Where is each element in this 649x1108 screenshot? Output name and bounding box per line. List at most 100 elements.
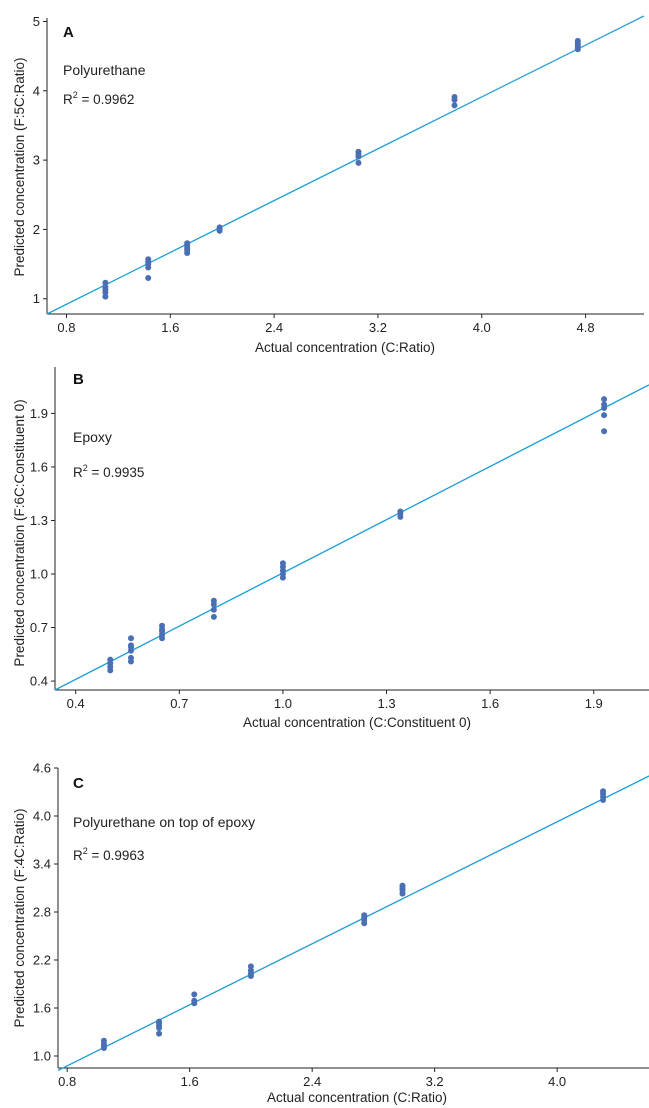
data-point: [397, 508, 404, 515]
x-tick-label: 4.8: [577, 320, 595, 335]
y-tick-label: 0.4: [30, 674, 48, 689]
x-tick-label: 1.6: [161, 320, 179, 335]
panel-c-x-axis-label: Actual concentration (C:Ratio): [267, 1090, 447, 1105]
x-tick-label: 1.6: [181, 1074, 199, 1089]
x-tick-label: 4.0: [473, 320, 491, 335]
panel-a-x-axis-label: Actual concentration (C:Ratio): [255, 340, 435, 355]
data-point: [210, 606, 217, 613]
panel-a-r2-value: = 0.9962: [78, 92, 135, 107]
y-tick-label: 1.9: [30, 406, 48, 421]
data-point: [159, 622, 166, 629]
data-point: [102, 279, 109, 286]
y-tick-label: 4: [33, 83, 40, 98]
panel-a-r2-sup: 2: [73, 90, 78, 100]
x-tick-label: 2.4: [303, 1074, 321, 1089]
data-point: [451, 102, 458, 109]
fit-line: [54, 384, 649, 691]
x-tick-label: 1.3: [377, 696, 395, 711]
data-point: [279, 560, 286, 567]
panel-c-r2-prefix: R: [73, 848, 83, 863]
panel-b-letter: B: [73, 371, 84, 388]
data-point: [601, 412, 608, 419]
panel-b-material: Epoxy: [73, 429, 112, 445]
x-tick-label: 1.0: [274, 696, 292, 711]
y-tick-label: 1.0: [30, 567, 48, 582]
data-point: [107, 656, 114, 663]
y-tick-label: 4.0: [33, 809, 51, 824]
y-tick-label: 1: [33, 291, 40, 306]
data-point: [600, 788, 607, 795]
x-tick-label: 2.4: [265, 320, 283, 335]
data-point: [156, 1030, 163, 1037]
y-tick-label: 3.4: [33, 857, 51, 872]
data-point: [127, 642, 134, 649]
y-tick-label: 2.8: [33, 905, 51, 920]
panel-b-r2-sup: 2: [83, 463, 88, 473]
data-point: [102, 283, 109, 290]
x-tick-label: 0.8: [58, 1074, 76, 1089]
fit-line: [46, 15, 645, 315]
x-tick-label: 0.7: [170, 696, 188, 711]
x-tick-label: 4.0: [548, 1074, 566, 1089]
panel-c-r2-value: = 0.9963: [88, 848, 145, 863]
panel-c: 0.8 1.6 2.4 3.2 4.0 1.0 1.6 2.2 2.8 3.4 4.0 4.6 C P…: [12, 761, 649, 1105]
data-point: [216, 224, 223, 231]
panel-a-r2: R2 = 0.9962: [63, 90, 134, 107]
plot-area-c: 0.8 1.6 2.4 3.2 4.0 1.0 1.6 2.2 2.8 3.4 4.0 4.6: [33, 761, 649, 1089]
panel-a-r2-prefix: R: [63, 92, 73, 107]
data-point: [184, 240, 191, 247]
data-point: [601, 428, 608, 435]
panel-b-r2-prefix: R: [73, 465, 83, 480]
panel-c-r2: R2 = 0.9963: [73, 846, 144, 863]
data-point: [574, 37, 581, 44]
data-point: [100, 1037, 107, 1044]
panel-c-y-axis-label: Predicted concentration (F:4C:Ratio): [12, 808, 27, 1027]
data-point: [210, 597, 217, 604]
panel-b-x-axis-label: Actual concentration (C:Constituent 0): [243, 715, 471, 730]
x-tick-label: 3.2: [426, 1074, 444, 1089]
data-point: [210, 613, 217, 620]
panel-c-letter: C: [73, 775, 84, 792]
panel-a-y-axis-label: Predicted concentration (F:5C:Ratio): [12, 57, 27, 276]
panel-b-r2-value: = 0.9935: [88, 465, 145, 480]
data-point: [127, 654, 134, 661]
x-tick-label: 1.9: [585, 696, 603, 711]
panel-a-letter: A: [63, 24, 74, 41]
data-point: [102, 293, 109, 300]
x-tick-label: 3.2: [369, 320, 387, 335]
panel-c-material: Polyurethane on top of epoxy: [73, 814, 255, 830]
panel-a-material: Polyurethane: [63, 62, 146, 78]
data-point: [156, 1018, 163, 1025]
y-tick-label: 1.6: [33, 1001, 51, 1016]
data-point: [247, 963, 254, 970]
y-tick-label: 1.3: [30, 513, 48, 528]
data-point: [399, 882, 406, 889]
panel-c-r2-sup: 2: [83, 846, 88, 856]
data-point: [145, 274, 152, 281]
data-point: [451, 94, 458, 101]
plot-area-b: 0.4 0.7 1.0 1.3 1.6 1.9 0.4 0.7 1.0 1.3 1.6 1.9: [30, 367, 649, 711]
y-tick-label: 5: [33, 14, 40, 29]
y-tick-label: 1.0: [33, 1049, 51, 1064]
panel-b: 0.4 0.7 1.0 1.3 1.6 1.9 0.4 0.7 1.0 1.3 1.6 1.9 B E…: [12, 367, 649, 730]
panel-a: 0.8 1.6 2.4 3.2 4.0 4.8 1 2 3 4 5 A Polyurethane R…: [12, 14, 645, 355]
x-tick-label: 0.4: [67, 696, 85, 711]
y-tick-label: 3: [33, 153, 40, 168]
y-tick-label: 2.2: [33, 953, 51, 968]
data-point: [191, 991, 198, 998]
data-point: [191, 997, 198, 1004]
panel-b-r2: R2 = 0.9935: [73, 463, 144, 480]
y-tick-label: 4.6: [33, 761, 51, 776]
y-tick-label: 2: [33, 222, 40, 237]
data-point: [355, 159, 362, 166]
data-point: [361, 912, 368, 919]
x-tick-label: 0.8: [57, 320, 75, 335]
y-tick-label: 1.6: [30, 459, 48, 474]
x-tick-label: 1.6: [481, 696, 499, 711]
panel-b-y-axis-label: Predicted concentration (F:6C:Constituen…: [12, 399, 27, 666]
y-tick-label: 0.7: [30, 620, 48, 635]
data-point: [601, 401, 608, 408]
data-point: [145, 256, 152, 263]
data-point: [127, 635, 134, 642]
